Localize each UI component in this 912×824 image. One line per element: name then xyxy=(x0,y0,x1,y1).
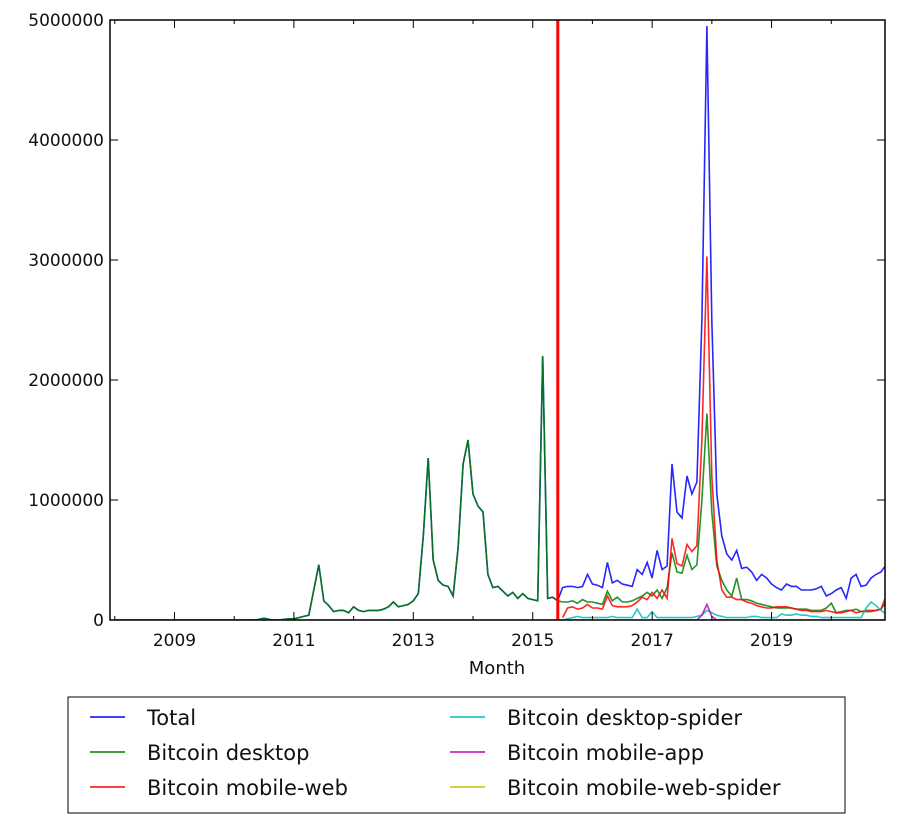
series-line-bitcoin-mobile-web xyxy=(561,256,885,618)
y-tick-label: 1000000 xyxy=(28,491,104,511)
series-line-bitcoin-desktop-spider xyxy=(562,600,885,620)
x-tick-label: 2015 xyxy=(511,631,554,651)
legend: Total Bitcoin desktop Bitcoin mobile-web Bi… xyxy=(67,696,846,814)
legend-label: Bitcoin mobile-app xyxy=(507,741,704,765)
plot-frame xyxy=(109,19,886,621)
x-tick-label: 2017 xyxy=(631,631,674,651)
legend-label: Bitcoin desktop-spider xyxy=(507,706,742,730)
legend-label: Bitcoin desktop xyxy=(147,741,309,765)
axis-ticks: 2009 2011 2013 2015 2017 2019 0 1000000 2000000 3… xyxy=(28,11,885,651)
plot-lines xyxy=(114,20,885,620)
x-tick-label: 2019 xyxy=(750,631,793,651)
y-tick-label: 4000000 xyxy=(28,131,104,151)
y-tick-label: 3000000 xyxy=(28,251,104,271)
x-tick-label: 2011 xyxy=(272,631,315,651)
legend-label: Total xyxy=(146,706,196,730)
legend-label: Bitcoin mobile-web-spider xyxy=(507,776,781,800)
y-tick-label: 0 xyxy=(93,611,104,631)
x-tick-label: 2009 xyxy=(153,631,196,651)
x-tick-label: 2013 xyxy=(392,631,435,651)
y-tick-label: 2000000 xyxy=(28,371,104,391)
y-tick-label: 5000000 xyxy=(28,11,104,31)
series-line-bitcoin-desktop xyxy=(114,355,885,620)
x-axis-label: Month xyxy=(469,658,525,679)
legend-label: Bitcoin mobile-web xyxy=(147,776,348,800)
series-line-total xyxy=(114,25,885,620)
